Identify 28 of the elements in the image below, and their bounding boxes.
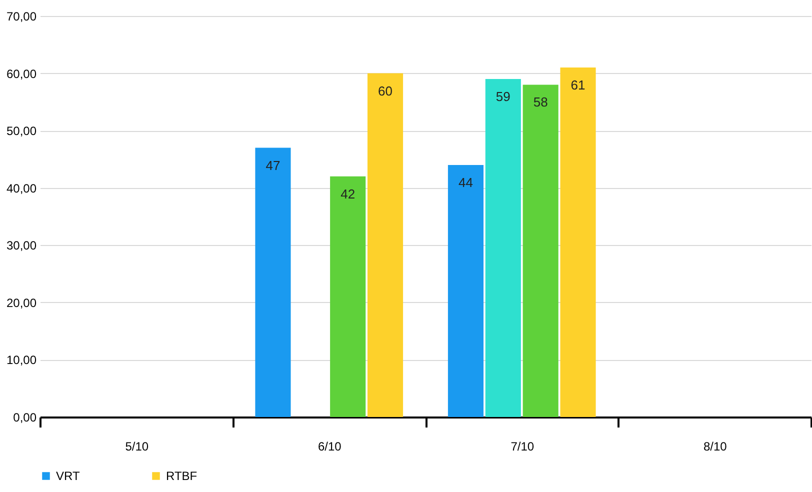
data-label: 44 bbox=[458, 174, 473, 190]
data-label: 42 bbox=[340, 186, 356, 202]
y-tick-label: 0,00 bbox=[13, 410, 37, 424]
x-tick-label: 7/10 bbox=[510, 440, 534, 454]
y-tick-label: 70,00 bbox=[6, 10, 37, 24]
data-label: 58 bbox=[533, 94, 548, 110]
data-label: 47 bbox=[266, 158, 280, 173]
y-tick-label: 30,00 bbox=[6, 238, 37, 253]
y-tick-label: 20,00 bbox=[6, 296, 37, 310]
bar bbox=[255, 148, 291, 417]
bar bbox=[330, 176, 366, 417]
legend-label: VRT bbox=[56, 469, 80, 483]
bar bbox=[485, 79, 521, 417]
bar bbox=[560, 68, 596, 417]
y-tick-label: 10,00 bbox=[6, 353, 37, 368]
legend-label: RTBF bbox=[166, 469, 198, 483]
y-tick-label: 50,00 bbox=[6, 124, 37, 138]
data-label: 59 bbox=[496, 89, 510, 104]
bar bbox=[367, 73, 404, 417]
x-tick-label: 6/10 bbox=[318, 440, 342, 454]
x-tick-label: 8/10 bbox=[703, 440, 728, 454]
x-tick-label: 5/10 bbox=[125, 440, 149, 454]
data-label: 61 bbox=[570, 78, 586, 93]
bar bbox=[522, 84, 558, 417]
bar bbox=[448, 164, 484, 417]
y-tick-label: 60,00 bbox=[6, 66, 37, 81]
data-label: 60 bbox=[378, 83, 392, 98]
y-tick-label: 40,00 bbox=[6, 181, 37, 196]
